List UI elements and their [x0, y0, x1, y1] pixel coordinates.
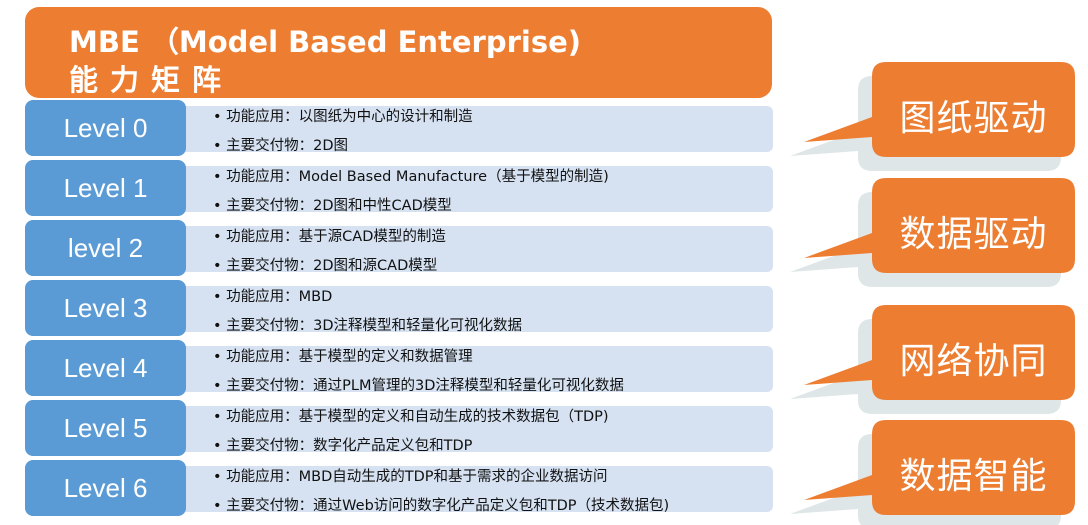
- function-text: • 功能应用：基于模型的定义和自动生成的技术数据包（TDP): [213, 409, 609, 425]
- subtitle: 能力矩阵: [69, 63, 234, 97]
- callout-text: 网络协同: [899, 341, 1048, 382]
- deliverable-text: • 主要交付物：通过PLM管理的3D注释模型和轻量化可视化数据: [213, 378, 624, 394]
- callout-bubble: [804, 62, 1075, 157]
- function-text: • 功能应用：Model Based Manufacture（基于模型的制造): [213, 169, 609, 185]
- level-panel: [175, 166, 773, 212]
- level-row: Level 3 • 功能应用：MBD • 主要交付物：3D注释模型和轻量化可视化…: [25, 280, 773, 336]
- callout-bubble: [804, 420, 1075, 515]
- function-text: • 功能应用：MBD自动生成的TDP和基于需求的企业数据访问: [213, 469, 608, 485]
- level-row: Level 1 • 功能应用：Model Based Manufacture（基…: [25, 160, 773, 216]
- callout-bubble: [804, 178, 1075, 273]
- level-panel: [175, 406, 773, 452]
- title-banner: MBE （Model Based Enterprise) 能力矩阵: [25, 7, 772, 98]
- deliverable-text: • 主要交付物：2D图: [213, 138, 349, 154]
- callout-text: 图纸驱动: [899, 98, 1048, 139]
- callout-text: 数据智能: [899, 456, 1048, 497]
- level-label: Level 3: [25, 280, 186, 336]
- function-text: • 功能应用：基于模型的定义和数据管理: [213, 349, 473, 365]
- level-row: Level 6 • 功能应用：MBD自动生成的TDP和基于需求的企业数据访问 •…: [25, 460, 773, 516]
- function-text: • 功能应用：MBD: [213, 289, 333, 305]
- level-panel: [175, 346, 773, 392]
- level-label: Level 1: [25, 160, 186, 216]
- deliverable-text: • 主要交付物：3D注释模型和轻量化可视化数据: [213, 318, 523, 334]
- level-label: Level 4: [25, 340, 186, 396]
- level-panel: [175, 226, 773, 272]
- level-row: Level 0 • 功能应用：以图纸为中心的设计和制造 • 主要交付物：2D图: [25, 100, 773, 156]
- level-row: Level 5 • 功能应用：基于模型的定义和自动生成的技术数据包（TDP) •…: [25, 400, 773, 456]
- level-label: level 2: [25, 220, 186, 276]
- callout-text: 数据驱动: [899, 214, 1048, 255]
- title: MBE （Model Based Enterprise): [69, 25, 582, 59]
- deliverable-text: • 主要交付物：2D图和中性CAD模型: [213, 198, 452, 214]
- deliverable-text: • 主要交付物：2D图和源CAD模型: [213, 258, 438, 274]
- level-row: level 2 • 功能应用：基于源CAD模型的制造 • 主要交付物：2D图和源…: [25, 220, 773, 276]
- level-panel: [175, 466, 773, 512]
- level-label: Level 0: [25, 100, 186, 156]
- deliverable-text: • 主要交付物：数字化产品定义包和TDP: [213, 438, 473, 454]
- level-label: Level 6: [25, 460, 186, 516]
- deliverable-text: • 主要交付物：通过Web访问的数字化产品定义包和TDP（技术数据包): [213, 498, 670, 514]
- level-panel: [175, 286, 773, 332]
- function-text: • 功能应用：以图纸为中心的设计和制造: [213, 109, 473, 125]
- callout-bubble: [804, 305, 1075, 400]
- level-panel: [175, 106, 773, 152]
- level-label: Level 5: [25, 400, 186, 456]
- function-text: • 功能应用：基于源CAD模型的制造: [213, 229, 446, 245]
- level-row: Level 4 • 功能应用：基于模型的定义和数据管理 • 主要交付物：通过PL…: [25, 340, 773, 396]
